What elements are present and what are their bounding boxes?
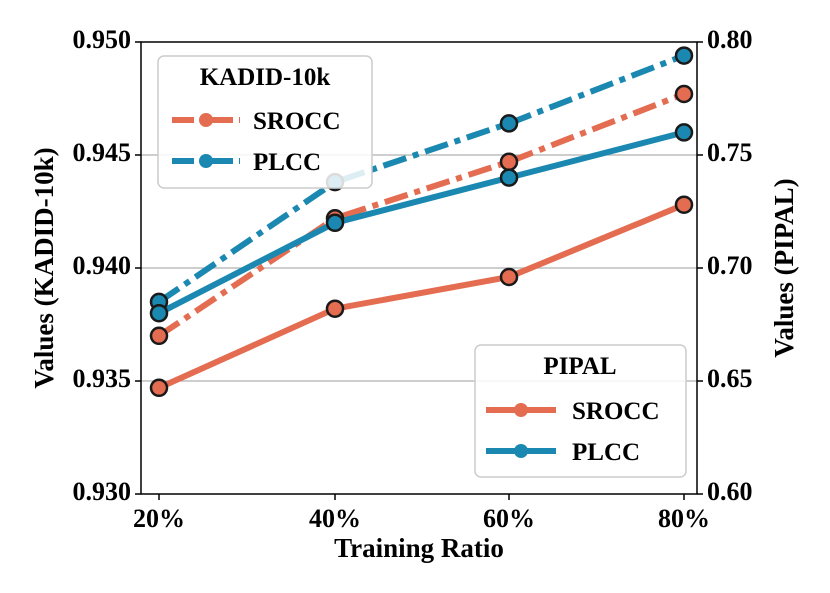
data-point-pipal-srocc [149, 378, 169, 398]
data-point-kadid-10k-srocc [499, 152, 519, 172]
data-point-kadid-10k-plcc [499, 114, 519, 133]
right-axis-label: Values (PIPAL) [769, 178, 799, 357]
right-tick-label: 0.60 [707, 477, 753, 506]
left-tick-label: 0.950 [73, 25, 132, 54]
legend-kadid: KADID-10k SROCC PLCC [157, 55, 373, 189]
series-line-kadid-10k-plcc [157, 52, 686, 305]
legend-pipal-plcc-marker [514, 444, 528, 458]
data-point-pipal-plcc [149, 303, 169, 323]
legend-pipal-title: PIPAL [543, 353, 616, 380]
legend-kadid-title: KADID-10k [200, 64, 331, 91]
data-point-pipal-plcc [674, 123, 694, 142]
right-tick-label: 0.80 [707, 25, 753, 54]
left-axis-label: Values (KADID-10k) [29, 147, 59, 388]
data-point-kadid-10k-srocc [674, 84, 694, 104]
data-point-kadid-10k-srocc [149, 326, 169, 346]
left-tick-label: 0.935 [73, 364, 132, 393]
series-line-pipal-srocc [157, 201, 686, 391]
x-tick-label: 60% [483, 504, 535, 533]
legend-pipal-srocc-label: SROCC [572, 398, 660, 425]
legend-kadid-srocc-marker [199, 113, 213, 127]
legend-kadid-box [157, 55, 373, 189]
legend-pipal-box [474, 344, 687, 478]
left-tick-label: 0.945 [73, 138, 132, 167]
legend-pipal: PIPAL SROCC PLCC [474, 344, 687, 478]
series-line-kadid-10k-srocc [157, 91, 686, 339]
legend-pipal-srocc-marker [514, 403, 528, 417]
data-point-pipal-plcc [325, 213, 345, 233]
x-axis-label: Training Ratio [334, 533, 504, 563]
right-tick-label: 0.70 [707, 251, 753, 280]
right-tick-label: 0.65 [707, 364, 753, 393]
data-point-pipal-srocc [499, 267, 519, 287]
x-tick-label: 40% [309, 504, 361, 533]
data-point-kadid-10k-plcc [674, 46, 694, 65]
x-tick-label: 80% [658, 504, 710, 533]
left-tick-label: 0.930 [73, 477, 132, 506]
series-line-pipal-plcc [157, 129, 685, 316]
axis-ticks: 0.930 0.935 0.940 0.945 0.950 0.60 0.65 0.70 0.7… [73, 25, 753, 533]
legend-pipal-plcc-label: PLCC [572, 439, 640, 466]
left-tick-label: 0.940 [73, 251, 132, 280]
series-lines [157, 52, 686, 391]
data-point-pipal-srocc [674, 195, 694, 214]
x-tick-label: 20% [133, 504, 185, 533]
data-point-pipal-plcc [499, 168, 519, 187]
legend-kadid-plcc-marker [199, 154, 213, 168]
legend-kadid-plcc-label: PLCC [253, 149, 321, 176]
data-point-pipal-srocc [325, 299, 345, 318]
legend-kadid-srocc-label: SROCC [253, 108, 341, 135]
right-tick-label: 0.75 [707, 138, 753, 167]
